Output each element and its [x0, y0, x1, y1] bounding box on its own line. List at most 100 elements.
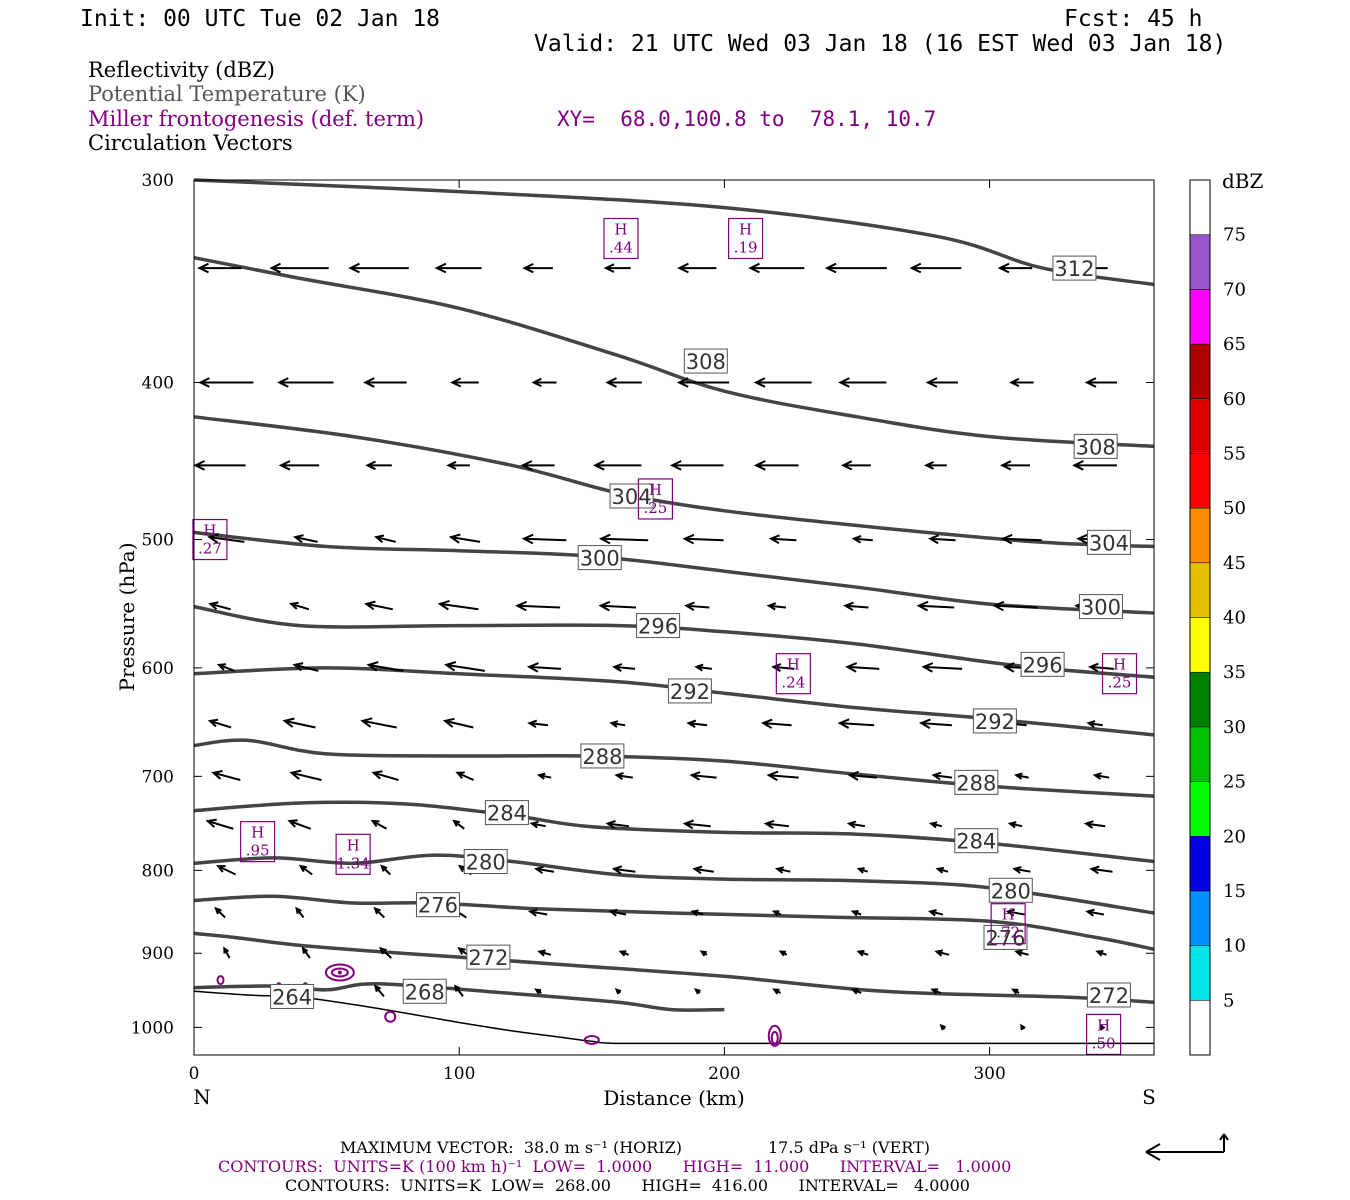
- frontogenesis-max-value: .44: [609, 238, 633, 256]
- frontogenesis-max-value: 1.34: [336, 854, 369, 872]
- wind-vector-arrow: [216, 865, 237, 876]
- wind-vector-arrow: [378, 946, 392, 959]
- wind-vector-arrow: [522, 262, 553, 274]
- theta-contour-304: [193, 415, 1155, 549]
- theta-label-304-box: [609, 483, 654, 509]
- y-tick-label: 300: [142, 171, 174, 191]
- frontogenesis-max-box: [1086, 1013, 1122, 1055]
- wind-vector-arrow: [373, 984, 385, 998]
- wind-vector-arrow: [753, 377, 812, 388]
- wind-vector-arrow: [608, 908, 627, 917]
- wind-vector-arrow: [216, 663, 236, 672]
- colorbar-segment: [1189, 781, 1211, 837]
- colorbar-segment: [1189, 179, 1211, 235]
- wind-vector-arrow: [837, 718, 875, 729]
- wind-vector-arrow: [768, 534, 797, 545]
- wind-vector-arrow: [838, 377, 887, 388]
- wind-vector-arrow: [193, 460, 246, 471]
- colorbar-frame: [1189, 179, 1211, 1056]
- wind-vector-arrow: [301, 946, 311, 959]
- y-tick-label: 900: [142, 944, 174, 964]
- theta-contour-284: [193, 800, 1155, 864]
- wind-vector-arrow: [278, 460, 320, 471]
- wind-vector-arrow: [374, 534, 396, 543]
- colorbar-unit: dBZ: [1222, 169, 1264, 193]
- wind-vector-arrow: [918, 718, 952, 729]
- wind-vector-arrow: [618, 950, 629, 957]
- wind-vector-arrow: [927, 909, 944, 917]
- frontogenesis-max-label: H: [1113, 656, 1126, 674]
- theta-label-280-box: [463, 848, 508, 874]
- theta-contour-308: [193, 255, 1155, 449]
- wind-vector-arrow: [824, 262, 887, 274]
- theta-label-264-box: [270, 983, 315, 1009]
- theta-label-300: 300: [580, 547, 620, 571]
- colorbar-segment: [1189, 671, 1211, 728]
- wind-vector-arrow: [437, 599, 479, 611]
- colorbar-label: 20: [1223, 826, 1246, 847]
- wind-vector-arrow: [269, 262, 329, 274]
- wind-vector-arrow: [847, 770, 877, 781]
- wind-vector-arrow: [772, 988, 782, 995]
- wind-vector-arrow: [1086, 720, 1103, 728]
- wind-vector-arrow: [448, 533, 481, 544]
- wind-vector-arrow: [360, 717, 397, 729]
- x-tick-label: 100: [443, 1064, 475, 1084]
- theta-label-292: 292: [670, 680, 710, 704]
- theta-label-304-box: [1086, 529, 1131, 555]
- theta-label-292: 292: [975, 710, 1015, 734]
- theta-label-288-box: [580, 743, 625, 769]
- wind-vector-arrow: [916, 600, 955, 612]
- frontogenesis-max-label: H: [1002, 906, 1015, 924]
- frontogenesis-max-box: [990, 903, 1026, 945]
- theta-label-276-box: [415, 892, 460, 918]
- wind-vector-arrow: [930, 988, 941, 995]
- theta-label-284-box: [484, 800, 529, 826]
- frontogenesis-max-label: H: [614, 220, 627, 238]
- cross-section-endpoints: XY= 68.0,100.8 to 78.1, 10.7: [557, 107, 936, 131]
- wind-vector-arrow: [1083, 820, 1106, 829]
- wind-vector-arrow: [766, 770, 799, 782]
- frontogenesis-max-value: .19: [734, 238, 758, 256]
- wind-vector-arrow: [1084, 377, 1117, 388]
- wind-vector-arrow: [515, 600, 561, 612]
- wind-vector-arrow: [677, 262, 717, 274]
- wind-vector-arrow: [443, 661, 485, 672]
- theta-label-312: 312: [1054, 257, 1094, 281]
- wind-vector-arrow: [526, 662, 562, 673]
- wind-vector-arrow: [694, 663, 713, 672]
- frontogenesis-contour: [324, 963, 355, 982]
- colorbar-segment: [1189, 507, 1211, 564]
- wind-vector-arrow: [282, 717, 316, 729]
- colorbar-segment: [1189, 1000, 1211, 1056]
- wind-vector-arrow: [1014, 772, 1029, 780]
- wind-vector-arrow: [840, 460, 871, 471]
- wind-vector-arrow: [1014, 949, 1029, 957]
- frontogenesis-contour: [330, 967, 349, 978]
- theta-label-280: 280: [466, 850, 506, 874]
- frontogenesis-max-box: [240, 821, 276, 863]
- wind-vector-arrow: [534, 865, 555, 875]
- wind-vector-arrow: [1000, 533, 1042, 545]
- frontogenesis-max-value: .24: [781, 674, 805, 692]
- wind-vector-arrow: [676, 377, 730, 388]
- wind-vector-arrow: [997, 262, 1033, 274]
- frontogenesis-max-label: H: [649, 481, 662, 499]
- wind-vector-arrow: [1072, 460, 1117, 471]
- wind-vector-arrow: [1011, 988, 1020, 995]
- theta-label-296: 296: [638, 615, 678, 639]
- wind-vector-arrow: [452, 819, 465, 830]
- colorbar-label: 45: [1223, 553, 1246, 574]
- max-vector-vert: 17.5 dPa s⁻¹ (VERT): [768, 1138, 930, 1157]
- frontogenesis-contour: [384, 1010, 397, 1023]
- wind-vector-arrow: [371, 770, 399, 781]
- frontogenesis-max-label: H: [787, 656, 800, 674]
- colorbar-label: 15: [1223, 881, 1246, 902]
- wind-vector-arrow: [931, 771, 953, 781]
- theta-label-308-box: [683, 348, 728, 374]
- wind-vector-arrow: [1012, 866, 1031, 874]
- frontogenesis-max-label: H: [347, 836, 360, 854]
- field-vectors: Circulation Vectors: [88, 131, 293, 155]
- frontogenesis-max-value: .25: [1108, 674, 1132, 692]
